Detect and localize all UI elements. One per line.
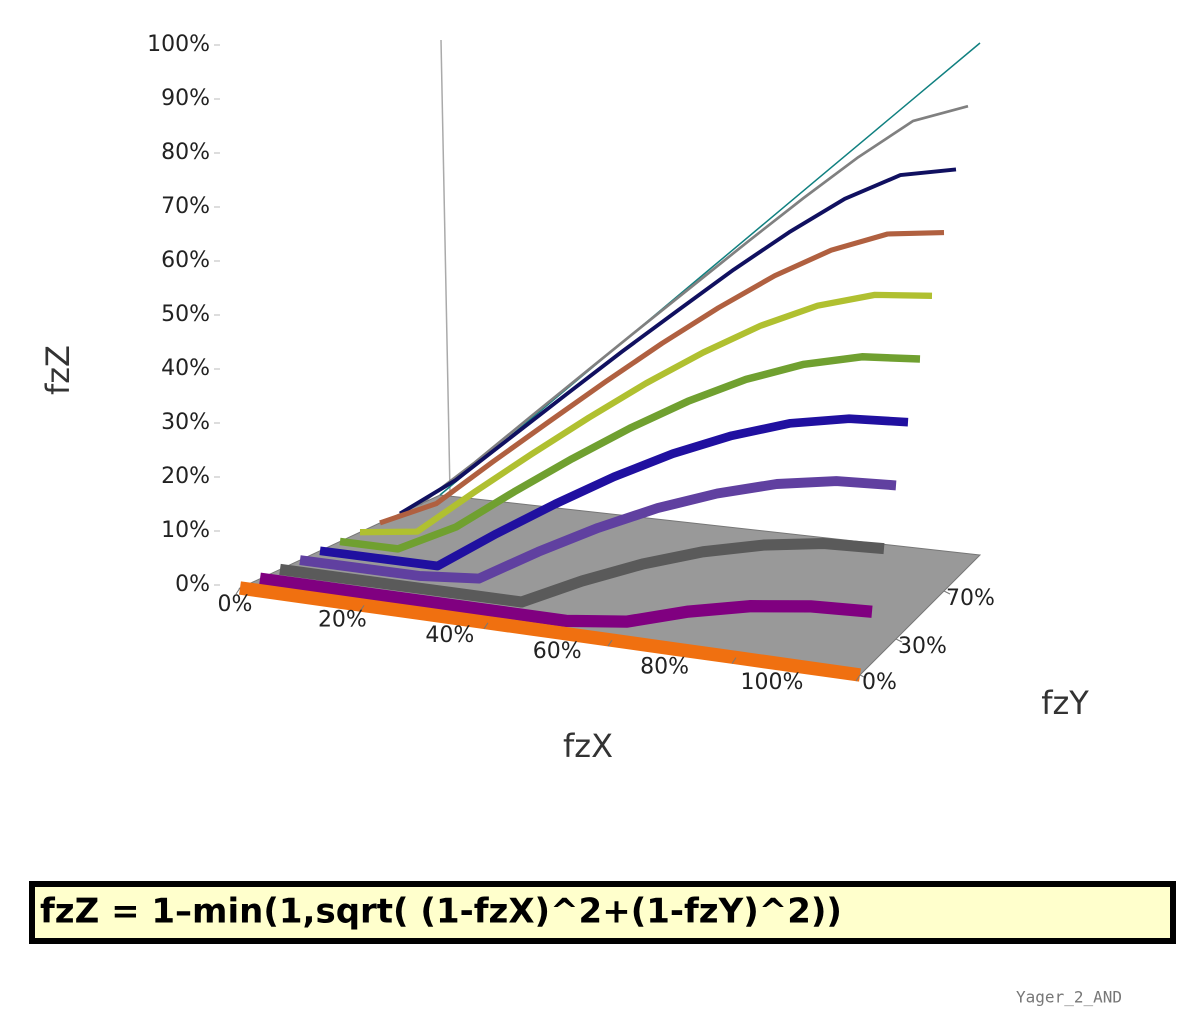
y-tick bbox=[943, 590, 951, 595]
x-tick-label: 40% bbox=[425, 623, 474, 648]
z-tick-label: 50% bbox=[161, 302, 210, 327]
y-tick-label: 30% bbox=[898, 634, 947, 659]
z-tick-label: 100% bbox=[147, 32, 210, 57]
footnote: Yager_2_AND bbox=[1016, 988, 1122, 1007]
z-tick-label: 20% bbox=[161, 464, 210, 489]
z-tick-label: 70% bbox=[161, 194, 210, 219]
y-tick-label: 70% bbox=[946, 586, 995, 611]
x-tick-label: 80% bbox=[640, 654, 689, 679]
ribbon bbox=[259, 572, 873, 628]
ribbon bbox=[419, 104, 969, 506]
y-tick bbox=[895, 638, 903, 643]
x-tick bbox=[359, 605, 365, 612]
x-tick bbox=[855, 674, 861, 682]
y-tick-label: 0% bbox=[862, 670, 897, 695]
z-tick-label: 0% bbox=[175, 572, 210, 597]
x-tick bbox=[483, 622, 489, 630]
y-axis-title: fzY bbox=[1041, 684, 1089, 722]
z-tick-label: 60% bbox=[161, 248, 210, 273]
z-tick-label: 40% bbox=[161, 356, 210, 381]
z-tick-label: 90% bbox=[161, 86, 210, 111]
z-axis-line bbox=[440, 39, 451, 493]
x-axis-title: fzX bbox=[563, 727, 613, 765]
x-tick-label: 20% bbox=[318, 608, 367, 633]
x-tick bbox=[731, 657, 737, 664]
x-tick bbox=[235, 587, 241, 595]
x-tick-label: 0% bbox=[218, 592, 253, 617]
ribbon bbox=[398, 167, 957, 516]
z-tick-label: 10% bbox=[161, 518, 210, 543]
ribbon bbox=[439, 42, 981, 496]
z-axis-title: fzZ bbox=[39, 345, 77, 395]
formula: fzZ = 1–min(1,sqrt( (1-fzX)^2+(1-fzY)^2)… bbox=[40, 892, 842, 932]
ribbon bbox=[339, 353, 921, 553]
ribbon bbox=[239, 581, 861, 682]
ribbon bbox=[279, 537, 885, 608]
z-tick-label: 80% bbox=[161, 140, 210, 165]
x-tick-label: 100% bbox=[741, 670, 804, 695]
ribbon bbox=[299, 476, 897, 584]
ribbon bbox=[319, 414, 909, 571]
x-tick bbox=[607, 639, 613, 647]
z-tick-label: 30% bbox=[161, 410, 210, 435]
ribbon bbox=[379, 230, 945, 526]
x-tick-label: 60% bbox=[533, 639, 582, 664]
formula-box bbox=[29, 881, 1176, 944]
y-tick bbox=[859, 674, 867, 679]
ribbon bbox=[359, 291, 933, 536]
